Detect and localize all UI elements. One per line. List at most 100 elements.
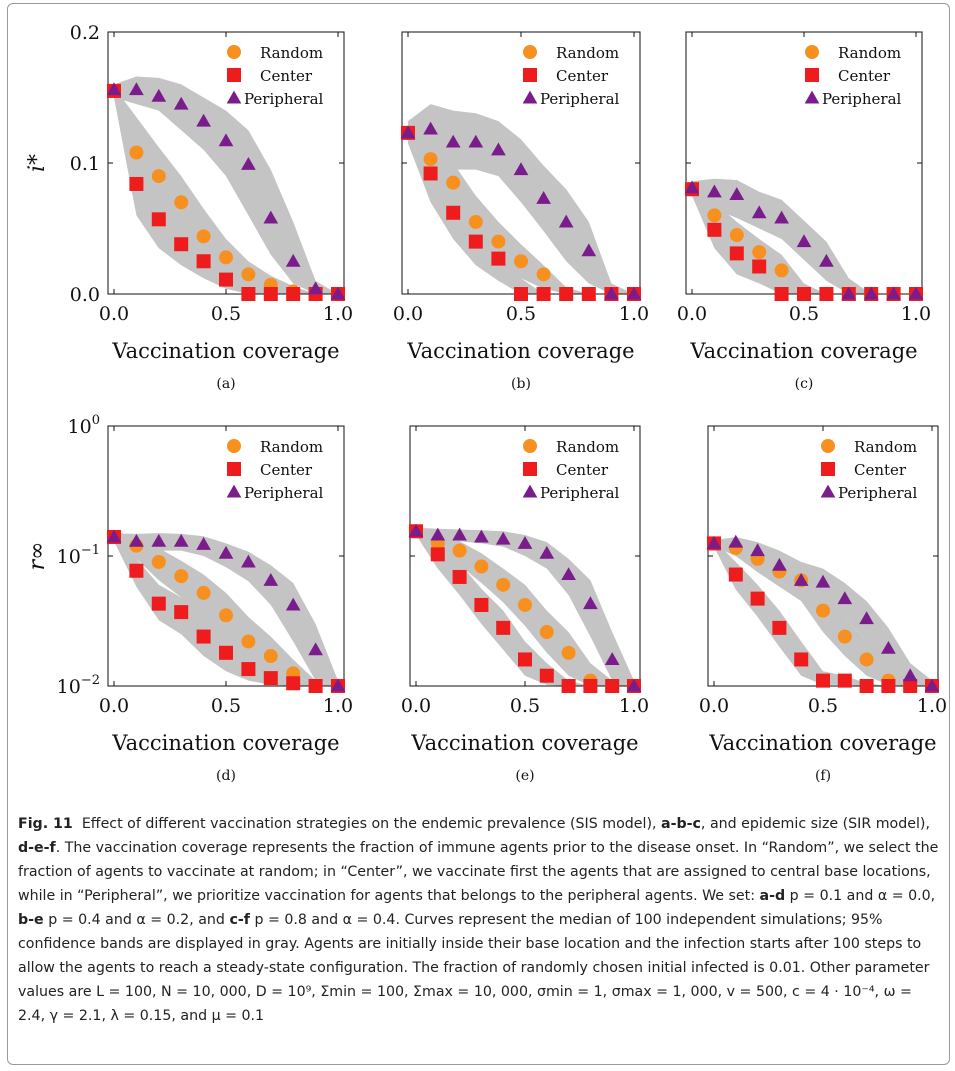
- data-point-peripheral: [886, 286, 901, 300]
- data-point-peripheral: [536, 191, 551, 204]
- data-point-center: [286, 676, 301, 691]
- data-point-center: [219, 272, 233, 287]
- data-point-center: [496, 620, 511, 635]
- data-point-center: [559, 287, 574, 301]
- x-tick-label: 0.5: [789, 303, 819, 325]
- data-point-center: [536, 287, 551, 301]
- x-axis-label: Vaccination coverage: [689, 339, 917, 363]
- data-point-center: [518, 652, 532, 667]
- data-point-peripheral: [474, 529, 489, 543]
- data-point-peripheral: [750, 543, 765, 557]
- data-point-peripheral: [151, 533, 167, 547]
- legend-marker-center: [805, 68, 819, 82]
- caption-ref-be: b-e: [18, 912, 44, 928]
- data-point-center: [581, 287, 596, 301]
- data-point-peripheral: [263, 210, 279, 224]
- data-point-center: [219, 645, 233, 660]
- data-point-center: [263, 671, 278, 686]
- data-point-center: [241, 662, 256, 677]
- data-point-peripheral: [173, 533, 189, 547]
- x-tick-label: 0.5: [808, 695, 838, 717]
- data-point-center: [561, 679, 576, 693]
- panel-label: (d): [216, 768, 236, 784]
- panel-b: 0.0 0.5 1.0 Vaccination coverage (b) Random Ce…: [393, 31, 649, 392]
- x-axis-label: Vaccination coverage: [111, 339, 339, 363]
- data-point-random: [468, 214, 483, 229]
- x-tick-label: 0.5: [211, 303, 241, 325]
- data-point-peripheral: [218, 545, 234, 559]
- legend-label-peripheral: Peripheral: [244, 484, 324, 502]
- data-point-random: [539, 625, 554, 640]
- data-point-peripheral: [581, 243, 597, 257]
- figure-panels: 0.0 0.5 1.0 0.0 0.1 0.2 Vaccination coverage (a…: [25, 22, 947, 784]
- data-point-peripheral: [793, 572, 809, 586]
- data-point-peripheral: [430, 527, 446, 541]
- x-axis-label: Vaccination coverage: [406, 339, 634, 363]
- data-point-center: [903, 679, 918, 693]
- data-point-center: [729, 246, 744, 261]
- x-axis-label: Vaccination coverage: [410, 731, 638, 755]
- data-point-center: [859, 679, 874, 693]
- data-point-center: [750, 591, 765, 606]
- legend-label-center: Center: [838, 67, 891, 85]
- data-point-random: [241, 634, 256, 649]
- data-point-center: [423, 166, 438, 181]
- caption-ref-def: d-e-f: [18, 840, 56, 856]
- data-point-random: [491, 234, 506, 249]
- x-tick-label: 1.0: [619, 695, 649, 717]
- data-point-peripheral: [729, 187, 745, 200]
- data-point-random: [174, 195, 189, 210]
- caption-ref-ad: a-d: [759, 888, 786, 904]
- data-point-random: [263, 649, 278, 664]
- data-point-center: [728, 567, 743, 582]
- panel-label: (a): [216, 376, 235, 392]
- data-point-center: [819, 287, 834, 301]
- data-point-center: [774, 287, 789, 301]
- confidence-band-peripheral: [714, 537, 932, 686]
- x-tick-label: 1.0: [323, 695, 353, 717]
- legend-marker-random: [821, 439, 835, 453]
- panel-label: (b): [511, 376, 531, 392]
- data-point-random: [423, 152, 438, 167]
- legend-label-random: Random: [854, 438, 917, 456]
- legend-label-random: Random: [556, 438, 619, 456]
- data-point-center: [129, 563, 144, 578]
- legend-label-peripheral: Peripheral: [540, 484, 620, 502]
- data-point-center: [797, 287, 811, 301]
- legend-label-random: Random: [260, 44, 323, 62]
- data-point-center: [881, 679, 896, 693]
- data-point-peripheral: [241, 554, 256, 568]
- data-point-center: [468, 234, 483, 249]
- legend-marker-peripheral: [226, 90, 242, 104]
- figure-frame: [7, 3, 950, 1065]
- x-tick-label: 0.5: [211, 695, 241, 717]
- data-point-center: [605, 679, 620, 693]
- data-point-center: [446, 205, 461, 220]
- data-point-center: [816, 673, 830, 688]
- data-point-peripheral: [308, 281, 323, 295]
- data-point-peripheral: [796, 234, 812, 248]
- data-point-peripheral: [285, 253, 301, 267]
- data-point-peripheral: [859, 611, 874, 625]
- legend-marker-random: [227, 45, 241, 59]
- legend-label-random: Random: [838, 44, 901, 62]
- data-point-random: [174, 569, 189, 584]
- panel-a: 0.0 0.5 1.0 0.0 0.1 0.2 Vaccination coverage (a…: [25, 22, 353, 392]
- legend-marker-peripheral: [226, 484, 242, 498]
- data-point-peripheral: [263, 572, 279, 586]
- data-point-peripheral: [452, 527, 467, 541]
- legend-label-random: Random: [260, 438, 323, 456]
- data-point-random: [518, 597, 532, 612]
- y-tick-label: 10−2: [57, 673, 100, 698]
- legend-label-peripheral: Peripheral: [838, 484, 918, 502]
- data-point-peripheral: [491, 142, 506, 156]
- data-point-peripheral: [626, 286, 642, 300]
- data-point-center: [772, 620, 787, 635]
- data-point-peripheral: [330, 678, 346, 692]
- x-axis-label: Vaccination coverage: [708, 731, 936, 755]
- data-point-center: [286, 287, 301, 301]
- caption-ref-abc: a-b-c: [661, 816, 701, 832]
- y-tick-label: 10−1: [57, 543, 100, 568]
- confidence-band-center: [692, 182, 916, 294]
- data-point-center: [129, 176, 144, 191]
